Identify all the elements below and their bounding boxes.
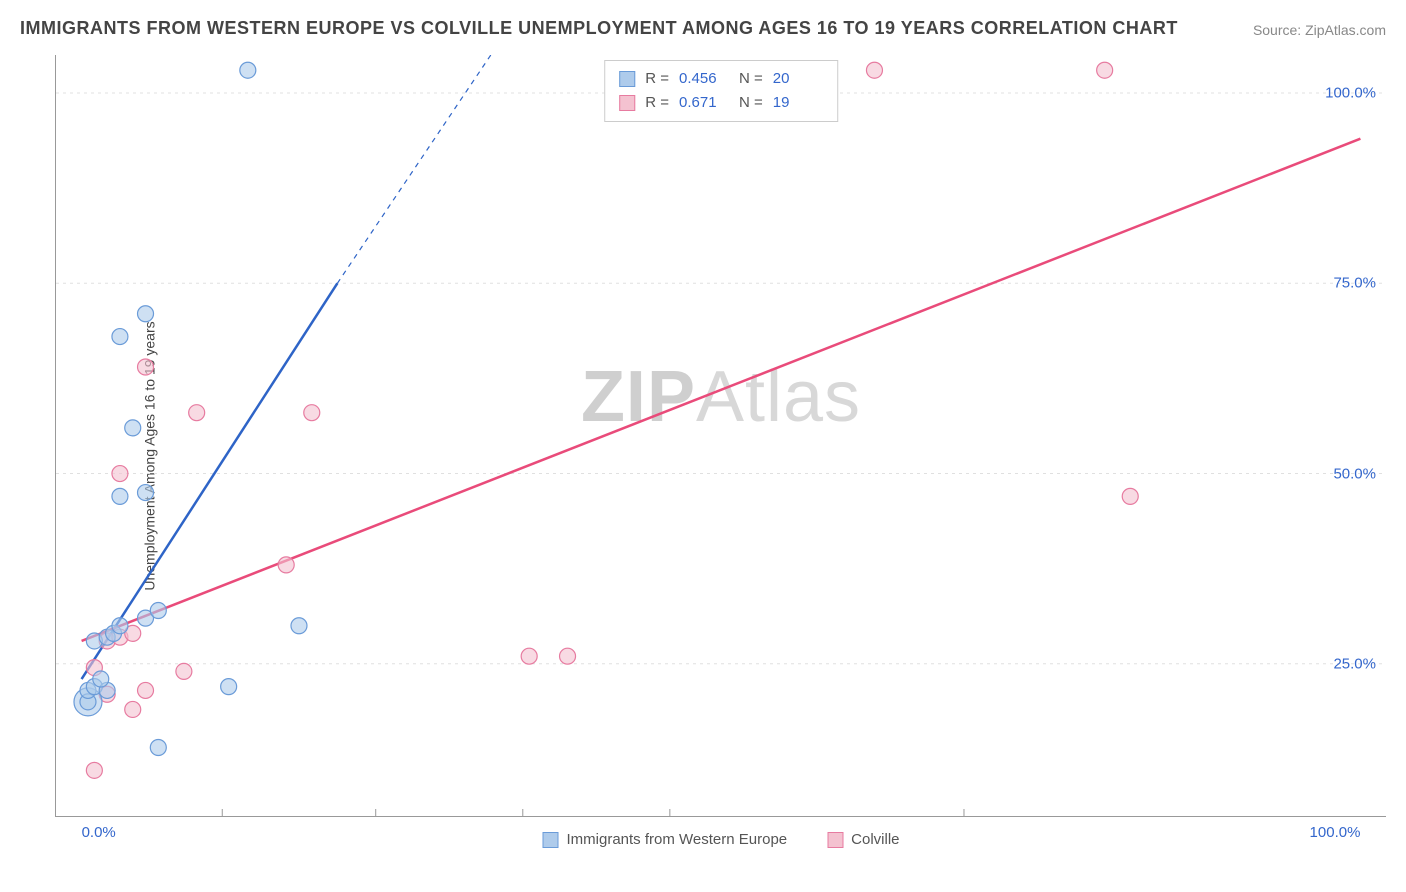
y-tick-label: 100.0%	[1325, 85, 1376, 102]
x-legend-item-pink: Colville	[827, 831, 899, 848]
n-label: N =	[739, 91, 763, 115]
r-label: R =	[645, 91, 669, 115]
source-attribution: Source: ZipAtlas.com	[1253, 22, 1386, 38]
x-tick-label: 0.0%	[82, 824, 116, 841]
correlation-legend: R = 0.456 N = 20 R = 0.671 N = 19	[604, 60, 838, 122]
swatch-blue-icon	[619, 71, 635, 87]
n-value: 19	[773, 91, 823, 115]
swatch-pink-icon	[827, 832, 843, 848]
n-value: 20	[773, 67, 823, 91]
y-tick-label: 50.0%	[1333, 465, 1376, 482]
r-value: 0.456	[679, 67, 729, 91]
r-label: R =	[645, 67, 669, 91]
x-axis-legend: Immigrants from Western Europe Colville	[543, 831, 900, 848]
scatter-svg	[56, 55, 1386, 816]
swatch-pink-icon	[619, 95, 635, 111]
r-value: 0.671	[679, 91, 729, 115]
x-legend-item-blue: Immigrants from Western Europe	[543, 831, 788, 848]
plot-area: ZIPAtlas R = 0.456 N = 20 R = 0.671 N = …	[55, 55, 1386, 817]
x-tick-label: 100.0%	[1310, 824, 1361, 841]
n-label: N =	[739, 67, 763, 91]
y-tick-label: 75.0%	[1333, 275, 1376, 292]
chart-title: IMMIGRANTS FROM WESTERN EUROPE VS COLVIL…	[20, 18, 1178, 39]
chart-container: Unemployment Among Ages 16 to 19 years Z…	[55, 55, 1386, 857]
swatch-blue-icon	[543, 832, 559, 848]
x-legend-label: Immigrants from Western Europe	[567, 831, 788, 848]
legend-row-series1: R = 0.456 N = 20	[619, 67, 823, 91]
y-tick-label: 25.0%	[1333, 655, 1376, 672]
x-legend-label: Colville	[851, 831, 899, 848]
legend-row-series2: R = 0.671 N = 19	[619, 91, 823, 115]
